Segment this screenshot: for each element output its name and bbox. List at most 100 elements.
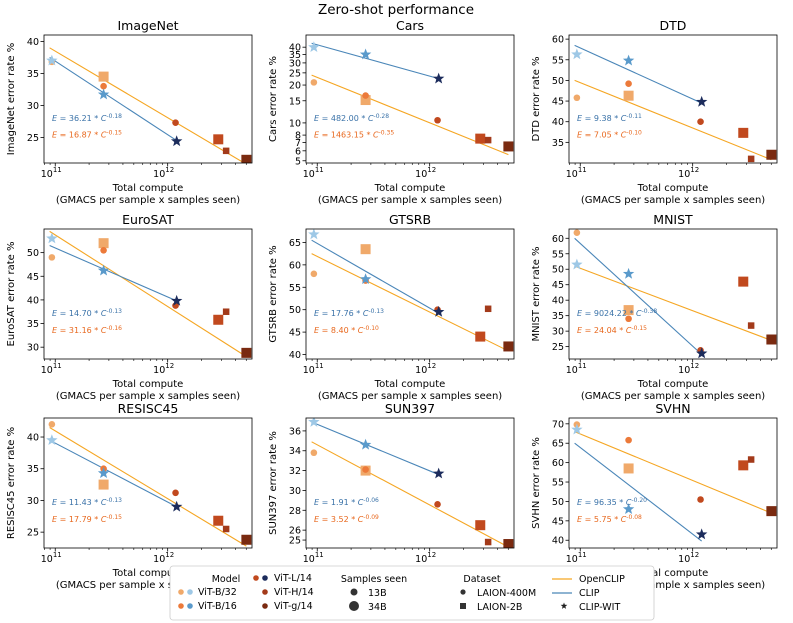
x-tick-label: 1012 [415, 551, 436, 565]
data-point [48, 421, 56, 428]
axes-frame [43, 228, 253, 360]
legend-dataset-swatch [460, 589, 466, 595]
y-tick-label: 25 [289, 536, 301, 547]
y-tick-label: 40 [27, 37, 39, 48]
data-point [170, 135, 183, 147]
legend-model-swatch [262, 575, 268, 581]
y-tick-label: 30 [552, 327, 564, 338]
panel-title: MNIST [653, 212, 693, 227]
data-point [359, 438, 372, 450]
legend-samples-swatch [350, 588, 358, 596]
plot-area [571, 421, 777, 542]
legend-model-label: ViT-B/32 [198, 587, 237, 598]
x-tick-label: 1012 [678, 166, 699, 180]
y-tick-label: 35 [27, 69, 39, 80]
y-tick-label: 32 [289, 466, 301, 477]
legend-line-label: CLIP [579, 588, 600, 599]
data-point [697, 496, 704, 503]
data-point [213, 314, 224, 325]
data-point [484, 305, 492, 313]
y-tick-label: 8 [295, 131, 301, 142]
data-point [46, 232, 58, 244]
legend-model-swatch [178, 589, 184, 595]
data-point [571, 48, 583, 60]
data-point [46, 54, 58, 66]
x-axis-label-2: (GMACS per sample x samples seen) [318, 391, 502, 402]
y-tick-label: 34 [289, 446, 301, 457]
plot-area [308, 41, 514, 156]
y-tick-label: 35 [552, 138, 564, 149]
data-point [484, 136, 492, 144]
clip-fit-line [574, 237, 703, 355]
openclip-equation: E = 24.04 * C-0.15 [577, 325, 647, 335]
legend-model-label: ViT-B/16 [198, 601, 237, 612]
clip-fit-line [311, 42, 439, 80]
y-tick-label: 40 [552, 296, 564, 307]
data-point [747, 456, 755, 463]
data-point [97, 467, 110, 479]
data-point [747, 155, 755, 163]
panel-resisc45: RESISC45 25 30 35 40 1011 1012 Total compute(GM… [6, 401, 253, 591]
data-point [432, 305, 445, 317]
axes-frame [568, 34, 778, 164]
y-tick-label: 55 [552, 55, 564, 66]
x-tick-label: 1011 [566, 166, 587, 180]
axes-frame [568, 417, 778, 549]
x-axis-label: Total compute [112, 183, 184, 194]
y-tick-label: 7 [295, 138, 301, 149]
y-tick-label: 45 [552, 516, 564, 527]
data-point [432, 72, 445, 84]
y-tick-label: 25 [552, 342, 564, 353]
data-point [623, 463, 634, 474]
x-tick-label: 1011 [41, 551, 62, 565]
y-tick-label: 45 [289, 328, 301, 339]
openclip-equation: E = 1463.15 * C-0.35 [314, 129, 394, 139]
data-point [100, 246, 107, 254]
x-axis-label: Total compute [374, 183, 446, 194]
y-tick-label: 40 [289, 350, 301, 361]
y-tick-label: 50 [27, 248, 39, 259]
legend-samples-title: Samples seen [341, 574, 407, 585]
data-point [622, 54, 635, 66]
y-tick-label: 50 [552, 265, 564, 276]
x-axis-label-2: (GMACS per sample x samples seen) [318, 195, 502, 206]
axes-frame [568, 228, 778, 360]
openclip-fit-line [574, 431, 772, 514]
data-point [695, 528, 708, 540]
data-point [697, 118, 704, 126]
x-tick-label: 1012 [415, 166, 436, 180]
data-point [172, 489, 179, 497]
panel-mnist: MNIST 25 30 35 40 45 50 55 60 1011 1012 Total compu… [531, 212, 778, 402]
clip-equation: E = 17.76 * C-0.13 [314, 308, 384, 318]
y-axis-label: EuroSAT error rate % [6, 242, 17, 347]
y-tick-label: 30 [289, 486, 301, 497]
openclip-equation: E = 5.75 * C-0.08 [577, 514, 642, 524]
data-point [571, 423, 583, 435]
clip-equation: E = 482.00 * C-0.28 [314, 113, 389, 123]
plot-area [308, 229, 514, 352]
panel-title: ImageNet [117, 18, 178, 33]
legend-model-swatch [187, 589, 193, 595]
plot-area [46, 230, 252, 358]
data-point [310, 270, 318, 278]
data-point [573, 94, 581, 102]
y-tick-label: 40 [289, 43, 301, 54]
y-tick-label: 45 [552, 280, 564, 291]
panel-title: SVHN [655, 401, 690, 416]
x-tick-label: 1012 [153, 362, 174, 376]
y-axis-label: RESISC45 error rate % [6, 427, 17, 539]
x-tick-label: 1011 [41, 166, 62, 180]
clip-fit-line [49, 245, 177, 302]
legend-model-label: ViT-L/14 [274, 573, 312, 584]
data-point [747, 322, 755, 329]
y-tick-label: 35 [27, 464, 39, 475]
data-point [434, 501, 441, 508]
clip-equation: E = 36.21 * C-0.18 [52, 113, 122, 123]
legend: Model ViT-B/32 ViT-B/16 ViT-L/14 ViT-H/14 ViT… [169, 565, 655, 621]
x-axis-label-2: (GMACS per sample x samples seen) [581, 580, 765, 591]
clip-fit-line [574, 44, 702, 104]
openclip-equation: E = 17.79 * C-0.15 [52, 514, 122, 524]
y-axis-label: Cars error rate % [268, 56, 279, 142]
data-point [766, 149, 777, 160]
